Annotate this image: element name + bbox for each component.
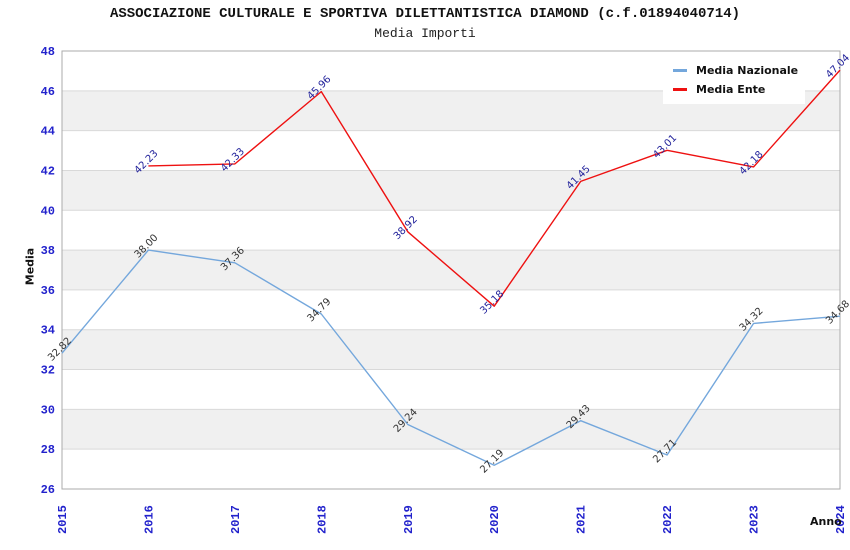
gridlines [62, 90, 840, 450]
legend-line-swatch-nazionale-icon [673, 69, 687, 72]
svg-text:44: 44 [41, 125, 55, 139]
svg-text:42: 42 [41, 164, 55, 178]
plot-border [61, 50, 841, 490]
y-axis-title: Media [23, 247, 37, 286]
svg-text:2021: 2021 [575, 505, 589, 534]
svg-text:2016: 2016 [142, 505, 156, 534]
data-point-label: 47.04 [824, 52, 850, 80]
svg-text:2017: 2017 [229, 505, 243, 534]
svg-text:40: 40 [41, 204, 55, 218]
data-point-label: 34.79 [305, 296, 333, 324]
series-line-media-ente [148, 69, 841, 307]
svg-text:36: 36 [41, 284, 55, 298]
svg-text:2023: 2023 [748, 505, 762, 534]
svg-text:2015: 2015 [56, 505, 70, 534]
svg-text:30: 30 [41, 403, 55, 417]
legend-line-swatch-ente-icon [673, 88, 687, 91]
legend-item-media-nazionale: Media Nazionale [673, 61, 805, 80]
plot-bands [62, 90, 840, 450]
data-point-label: 35.18 [478, 289, 506, 317]
svg-text:2018: 2018 [315, 505, 329, 534]
legend-label-media-nazionale: Media Nazionale [696, 64, 799, 77]
chart-subtitle: Media Importi [374, 26, 476, 41]
svg-text:26: 26 [41, 483, 55, 497]
legend-item-media-ente: Media Ente [673, 80, 805, 99]
svg-text:34: 34 [41, 324, 55, 338]
legend: Media Nazionale Media Ente [663, 56, 805, 104]
legend-label-media-ente: Media Ente [696, 83, 766, 96]
svg-text:38: 38 [41, 244, 55, 258]
x-axis-title: Anno [810, 515, 842, 528]
svg-text:48: 48 [41, 45, 55, 59]
svg-text:2019: 2019 [402, 505, 416, 534]
svg-text:2022: 2022 [661, 505, 675, 534]
data-point-label: 34.68 [824, 299, 850, 327]
chart-title: ASSOCIAZIONE CULTURALE E SPORTIVA DILETT… [109, 6, 741, 22]
svg-text:28: 28 [41, 443, 55, 457]
x-tick-labels: 2015 2016 2017 2018 2019 2020 2021 2022 2023 2024 [56, 505, 848, 534]
svg-text:46: 46 [41, 85, 55, 99]
series-line-media-nazionale [61, 249, 841, 466]
y-tick-labels: 26 28 30 32 34 36 38 40 42 44 46 48 [41, 45, 55, 497]
svg-text:32: 32 [41, 364, 55, 378]
data-point-label: 43.01 [651, 133, 679, 161]
svg-text:2020: 2020 [488, 505, 502, 534]
svg-text:2024: 2024 [834, 505, 848, 534]
